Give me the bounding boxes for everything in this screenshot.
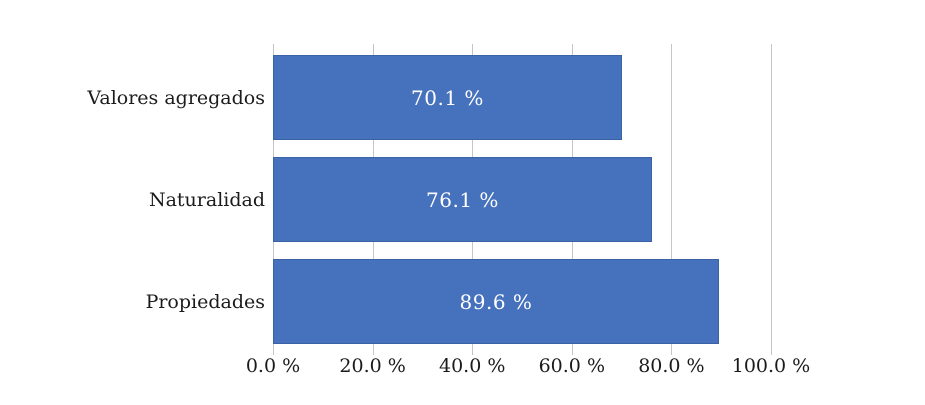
x-axis-tick-label-80: 80.0 % <box>638 355 705 377</box>
x-axis-tick-label-20: 20.0 % <box>339 355 406 377</box>
bar-naturalidad <box>273 157 652 242</box>
bar-value-label-propiedades: 89.6 % <box>459 289 533 314</box>
x-axis-tick-label-100: 100.0 % <box>731 355 811 377</box>
gridline-80 <box>671 44 673 355</box>
x-axis-tick-label-40: 40.0 % <box>438 355 506 377</box>
category-label-propiedades: Propiedades <box>145 290 265 313</box>
x-axis-tick-label-0: 0.0 % <box>245 355 301 377</box>
bar-propiedades <box>273 259 719 344</box>
bar-valores-agregados <box>273 55 622 140</box>
bar-value-label-valores-agregados: 70.1 % <box>411 85 484 110</box>
category-label-valores-agregados: Valores agregados <box>87 86 265 109</box>
category-label-naturalidad: Naturalidad <box>148 188 265 211</box>
bar-value-label-naturalidad: 76.1 % <box>426 187 499 212</box>
x-axis-tick-label-60: 60.0 % <box>538 355 605 377</box>
gridline-100 <box>771 44 772 355</box>
